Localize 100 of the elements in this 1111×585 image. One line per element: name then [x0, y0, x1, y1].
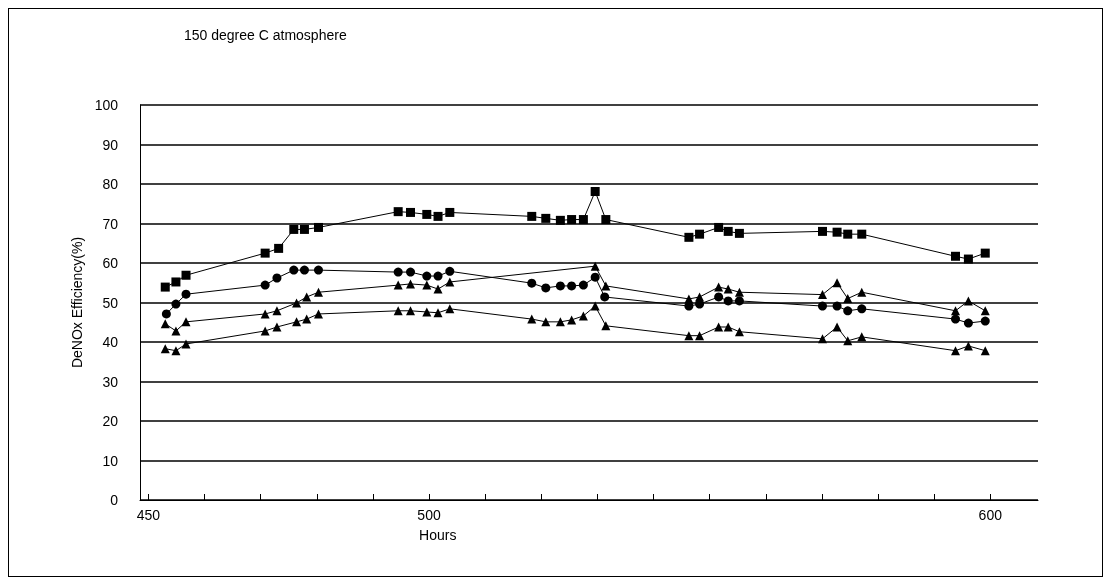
- point: [171, 346, 181, 356]
- x-tick-label: 600: [978, 507, 1003, 523]
- point: [600, 292, 610, 302]
- point: [817, 334, 827, 344]
- point: [445, 266, 455, 276]
- point: [578, 215, 588, 225]
- point: [422, 209, 432, 219]
- point: [161, 309, 171, 319]
- y-tick-label: 10: [102, 452, 119, 469]
- point: [567, 215, 577, 225]
- point: [433, 271, 443, 281]
- point: [723, 296, 733, 306]
- point: [313, 222, 323, 232]
- y-tick-label: 0: [110, 492, 119, 508]
- point: [817, 290, 827, 300]
- point: [289, 265, 299, 275]
- point: [272, 273, 282, 283]
- point: [260, 280, 270, 290]
- point: [714, 292, 724, 302]
- point: [951, 314, 960, 324]
- point: [313, 287, 323, 297]
- point: [181, 270, 191, 280]
- point: [590, 261, 600, 271]
- x-tick-label: 450: [136, 507, 161, 523]
- point: [555, 281, 565, 291]
- point: [393, 267, 403, 277]
- y-tick-label: 20: [102, 413, 119, 429]
- point: [951, 306, 960, 316]
- point: [527, 211, 537, 221]
- point: [181, 289, 191, 299]
- point: [857, 287, 867, 297]
- point: [313, 265, 323, 275]
- point: [734, 296, 744, 306]
- point: [393, 207, 403, 217]
- point: [832, 227, 842, 237]
- point: [433, 211, 443, 221]
- y-tick-label: 90: [102, 136, 119, 153]
- point: [260, 248, 270, 258]
- point: [817, 301, 827, 311]
- point: [963, 318, 973, 328]
- point: [406, 279, 416, 289]
- y-tick-label: 50: [102, 294, 119, 311]
- point: [695, 229, 705, 239]
- point: [541, 213, 551, 223]
- point: [555, 215, 565, 225]
- point: [684, 331, 694, 341]
- point: [734, 228, 744, 238]
- y-axis-title: DeNOx Efficiency(%): [68, 236, 85, 369]
- point: [980, 316, 990, 326]
- point: [578, 280, 588, 290]
- point: [527, 278, 537, 288]
- y-tick-label: 30: [102, 373, 119, 390]
- y-tick-label: 80: [102, 176, 119, 192]
- point: [406, 207, 416, 217]
- chart-title: 150 degree C atmosphere: [184, 27, 347, 43]
- y-tick-label: 70: [102, 215, 119, 232]
- point: [567, 281, 577, 291]
- point: [832, 301, 842, 311]
- point: [734, 287, 744, 297]
- point: [980, 248, 990, 258]
- y-tick-label: 100: [94, 97, 119, 113]
- point: [433, 308, 443, 318]
- x-tick-label: 500: [417, 507, 441, 523]
- point: [422, 280, 432, 290]
- point: [181, 317, 191, 327]
- point: [299, 265, 309, 275]
- y-tick-label: 60: [102, 255, 119, 271]
- point: [160, 282, 170, 292]
- point: [832, 278, 842, 288]
- point: [714, 282, 724, 292]
- x-axis-title: Hours: [419, 527, 457, 543]
- point: [171, 299, 181, 309]
- point: [433, 284, 443, 294]
- point: [695, 331, 705, 341]
- point: [684, 232, 694, 242]
- point: [601, 215, 611, 225]
- point: [422, 271, 432, 281]
- point: [590, 272, 600, 282]
- point: [445, 207, 455, 217]
- point: [393, 280, 403, 290]
- point: [302, 314, 312, 324]
- y-tick-label: 40: [102, 334, 119, 350]
- point: [843, 306, 853, 316]
- point: [951, 251, 960, 261]
- point: [951, 346, 960, 356]
- point: [299, 224, 309, 234]
- point: [406, 267, 416, 277]
- point: [590, 301, 600, 311]
- point: [857, 229, 867, 239]
- point: [723, 226, 733, 236]
- point: [963, 254, 973, 264]
- point: [272, 306, 282, 316]
- point: [734, 327, 744, 337]
- point: [171, 277, 181, 287]
- point: [274, 243, 284, 253]
- point: [541, 283, 551, 293]
- point: [590, 187, 600, 197]
- point: [406, 306, 416, 316]
- point: [289, 224, 299, 234]
- point: [857, 304, 867, 314]
